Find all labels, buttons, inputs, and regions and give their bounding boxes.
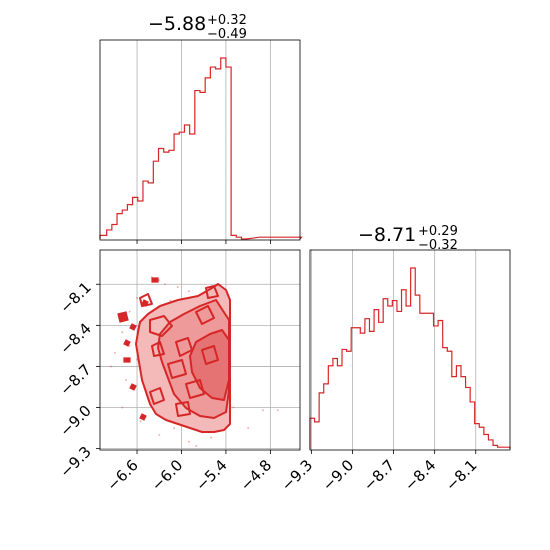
br-x-tick-label-0: −9.3 [278,456,316,494]
scatter-point-17 [139,420,142,423]
hist-bottom-right-title-minus: −0.32 [418,238,458,253]
hist-bottom-right-panel: −9.3 −9.0 −8.7 −8.4 −8.1 [278,249,511,495]
hist-top-left-frame [99,39,301,241]
contour-island-i [151,341,165,357]
y-tick-label-3: −9.0 [56,402,94,440]
contour-island-g [175,401,191,417]
scatter-point-12 [113,351,116,354]
contour-small-blobs [117,277,159,421]
contour-blob-7 [129,383,137,391]
scatter-point-25 [261,409,264,412]
br-x-tick-label-4: −8.1 [442,456,480,494]
scatter-point-10 [121,331,124,334]
hist-bottom-right-grid [310,250,477,450]
contour-line-mid [157,299,230,419]
br-x-tick-label-3: −8.4 [401,456,439,494]
contour-blob-3 [117,311,129,323]
scatter-point-19 [187,440,190,443]
contour-blob-5 [123,339,131,347]
x-tick-label-3: −4.8 [237,456,275,494]
hist-bottom-right-steps [309,267,511,449]
hist-top-left-title: −5.88 [148,13,206,35]
contour-blob-2 [141,299,149,307]
hist-bottom-right-frame [309,249,511,451]
contour-frame [99,249,301,451]
hist-top-left-title-plus: +0.32 [207,13,247,28]
scatter-point-29 [232,406,235,409]
scatter-point-22 [173,427,176,430]
contour-island-j [205,285,219,299]
contour-island-h [201,345,219,365]
contour-line-outer [135,283,231,433]
contour-layers [110,276,279,447]
hist-top-left-title-minus: −0.49 [207,27,247,42]
y-tick-label-0: −8.1 [56,278,94,316]
hist-bottom-right-title: −8.71 [358,224,416,246]
br-x-tick-label-2: −8.7 [360,456,398,494]
hist-top-left-ticks [136,240,271,244]
scatter-point-0 [158,279,161,282]
contour-island-a [149,315,173,337]
y-tick-label-4: −9.3 [56,443,94,481]
scatter-point-6 [128,310,131,313]
contour-island-e [149,387,165,405]
scatter-point-2 [176,285,179,288]
hist-top-left-steps [99,57,303,240]
scatter-point-20 [210,436,213,439]
scatter-point-8 [169,299,172,302]
contour-island-k [139,293,153,307]
contour-island-d [195,305,215,325]
hist-top-left-panel [99,39,303,244]
contour-island-f [185,379,205,399]
y-tick-label-2: −8.7 [56,361,94,399]
scatter-point-14 [124,379,127,382]
scatter-point-3 [187,290,190,293]
scatter-point-5 [136,296,139,299]
contour-panel: −6.6 −6.0 −5.4 −4.8 −8.1−8.4 −8.7−9.0−9.3 [56,249,301,495]
contour-island-c [167,359,187,379]
hist-bottom-right-title-plus: +0.29 [418,224,458,239]
contour-blob-4 [129,323,137,331]
scatter-point-18 [158,433,161,436]
scatter-point-27 [247,427,250,430]
scatter-point-23 [110,365,113,368]
x-tick-label-0: −6.6 [103,456,141,494]
title-bottom-right-value: −8.71 [358,224,416,246]
y-tick-label-1: −8.4 [56,319,94,357]
x-tick-label-1: −6.0 [148,456,186,494]
scatter-point-1 [164,283,167,286]
hist-bottom-right-ticks: −9.3 −9.0 −8.7 −8.4 −8.1 [278,450,481,495]
br-x-tick-label-1: −9.0 [319,456,357,494]
contour-blob-1 [151,277,159,283]
scatter-point-24 [128,344,131,347]
title-top-left-value: −5.88 [148,13,206,35]
contour-lines [135,283,231,433]
contour-island-b [175,337,193,357]
scatter-point-16 [121,406,124,409]
contour-blob-8 [139,413,147,421]
x-tick-label-2: −5.4 [192,456,230,494]
contour-line-inner [189,329,230,401]
scatter-point-21 [195,444,198,447]
contour-blob-6 [123,357,131,363]
scatter-point-26 [276,409,279,412]
hist-top-left-grid [136,40,271,240]
